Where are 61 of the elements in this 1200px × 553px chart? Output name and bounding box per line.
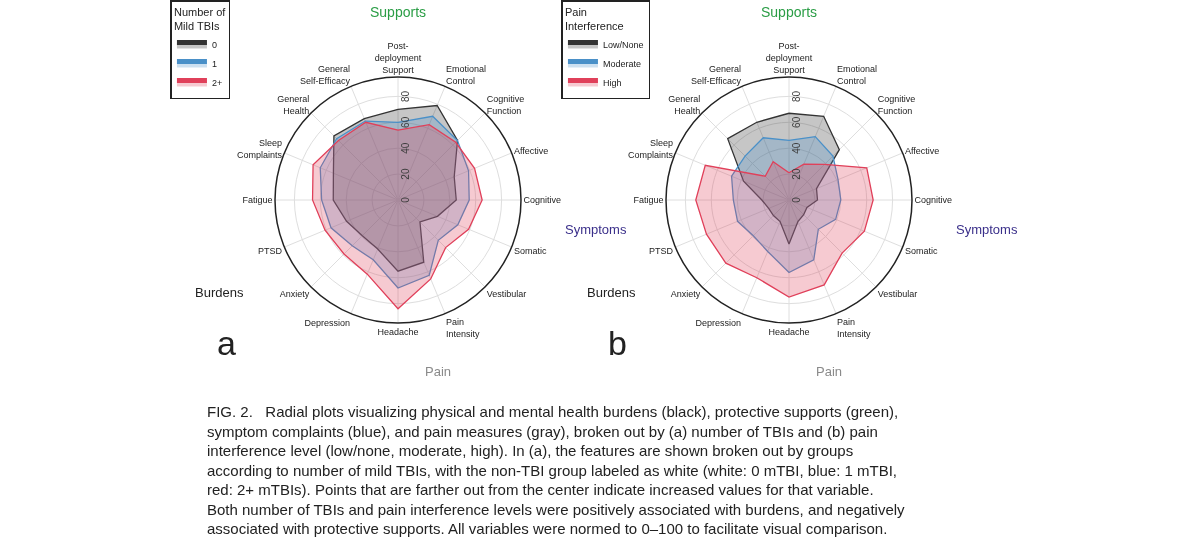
y-tick-label: 40	[399, 142, 411, 154]
spoke-label: General Self-Efficacy	[300, 64, 351, 86]
spoke-label: Pain Intensity	[837, 317, 872, 339]
caption: FIG. 2. Radial plots visualizing physical and mental health burdens (black), protective supports (green), symptom complaints (blue), and pain measures (gray), broken out by (a) number of TBIs and (b) pain interference level (low/none, moderate, high). In (a), the features are shown broken out by groups according to number of mild TBIs, with the non-TBI group labeled as white (white: 0 mTBI, blue: 1 mTBI, red: 2+ mTBIs). Points that are farther out from the center indicate increased values for that variable. Both number of TBIs and pain interference levels were positively associated with burdens, and negatively associated with protective supports. All variables were normed to 0–100 to facilitate visual comparison.	[207, 403, 906, 537]
text: Symptoms	[565, 222, 627, 237]
spoke-label: Vestibular	[486, 289, 527, 300]
legend-label: 0	[211, 40, 217, 51]
spoke-label: Sleep Complaints	[236, 138, 283, 160]
y-tick-label: 80	[790, 90, 802, 102]
legend-title: Number of Mild TBIs	[173, 5, 227, 33]
spoke-label: Fatigue	[633, 195, 664, 206]
spoke-label: Emotional Control	[837, 64, 878, 86]
legend-label: Moderate	[602, 59, 641, 70]
spoke-label: Depression	[304, 317, 350, 328]
spoke-label: Cognitive Function	[486, 94, 525, 116]
spoke-label: Headache	[377, 326, 419, 337]
spoke-label: Cognitive Function	[877, 94, 916, 116]
text: Burdens	[587, 285, 636, 300]
spoke-label: Cognitive	[914, 195, 953, 206]
spoke-label: Affective	[513, 146, 549, 157]
y-tick-label: 20	[399, 168, 411, 180]
spoke-label: Emotional Control	[446, 64, 487, 86]
legend-label: 1	[211, 59, 217, 70]
text: b	[608, 324, 627, 362]
spoke-label: Anxiety	[670, 289, 701, 300]
y-tick-label: 0	[399, 196, 411, 203]
spoke-label: Pain Intensity	[446, 317, 481, 339]
y-tick-label: 60	[399, 116, 411, 128]
spoke-label: General Health	[668, 94, 701, 116]
spoke-label: Sleep Complaints	[627, 138, 674, 160]
text: Supports	[761, 4, 818, 20]
y-tick-label: 20	[790, 168, 802, 180]
text: Burdens	[195, 285, 244, 300]
legend-label: High	[602, 78, 622, 89]
spoke-label: PTSD	[257, 246, 283, 257]
spoke-label: PTSD	[648, 246, 674, 257]
y-tick-label: 40	[790, 142, 802, 154]
text: Symptoms	[956, 222, 1018, 237]
text: a	[217, 324, 236, 362]
text: Supports	[370, 4, 427, 20]
spoke-label: Anxiety	[279, 289, 310, 300]
spoke-label: Cognitive	[523, 195, 562, 206]
spoke-label: Depression	[695, 317, 741, 328]
y-tick-label: 80	[399, 90, 411, 102]
spoke-label: Fatigue	[242, 195, 273, 206]
y-tick-label: 0	[790, 196, 802, 203]
spoke-label: Somatic	[513, 246, 547, 257]
spoke-label: Post- deployment Support	[765, 41, 813, 75]
text: Pain	[425, 364, 452, 379]
legend-label: 2+	[211, 78, 223, 89]
spoke-label: Post- deployment Support	[374, 41, 422, 75]
legend-title: Pain Interference	[564, 5, 624, 33]
spoke-label: Vestibular	[877, 289, 918, 300]
y-tick-label: 60	[790, 116, 802, 128]
legend-label: Low/None	[602, 40, 644, 51]
spoke-label: General Self-Efficacy	[691, 64, 742, 86]
spoke-label: Affective	[904, 146, 940, 157]
spoke-label: General Health	[277, 94, 310, 116]
text: Pain	[816, 364, 843, 379]
spoke-label: Headache	[768, 326, 810, 337]
spoke-label: Somatic	[904, 246, 938, 257]
